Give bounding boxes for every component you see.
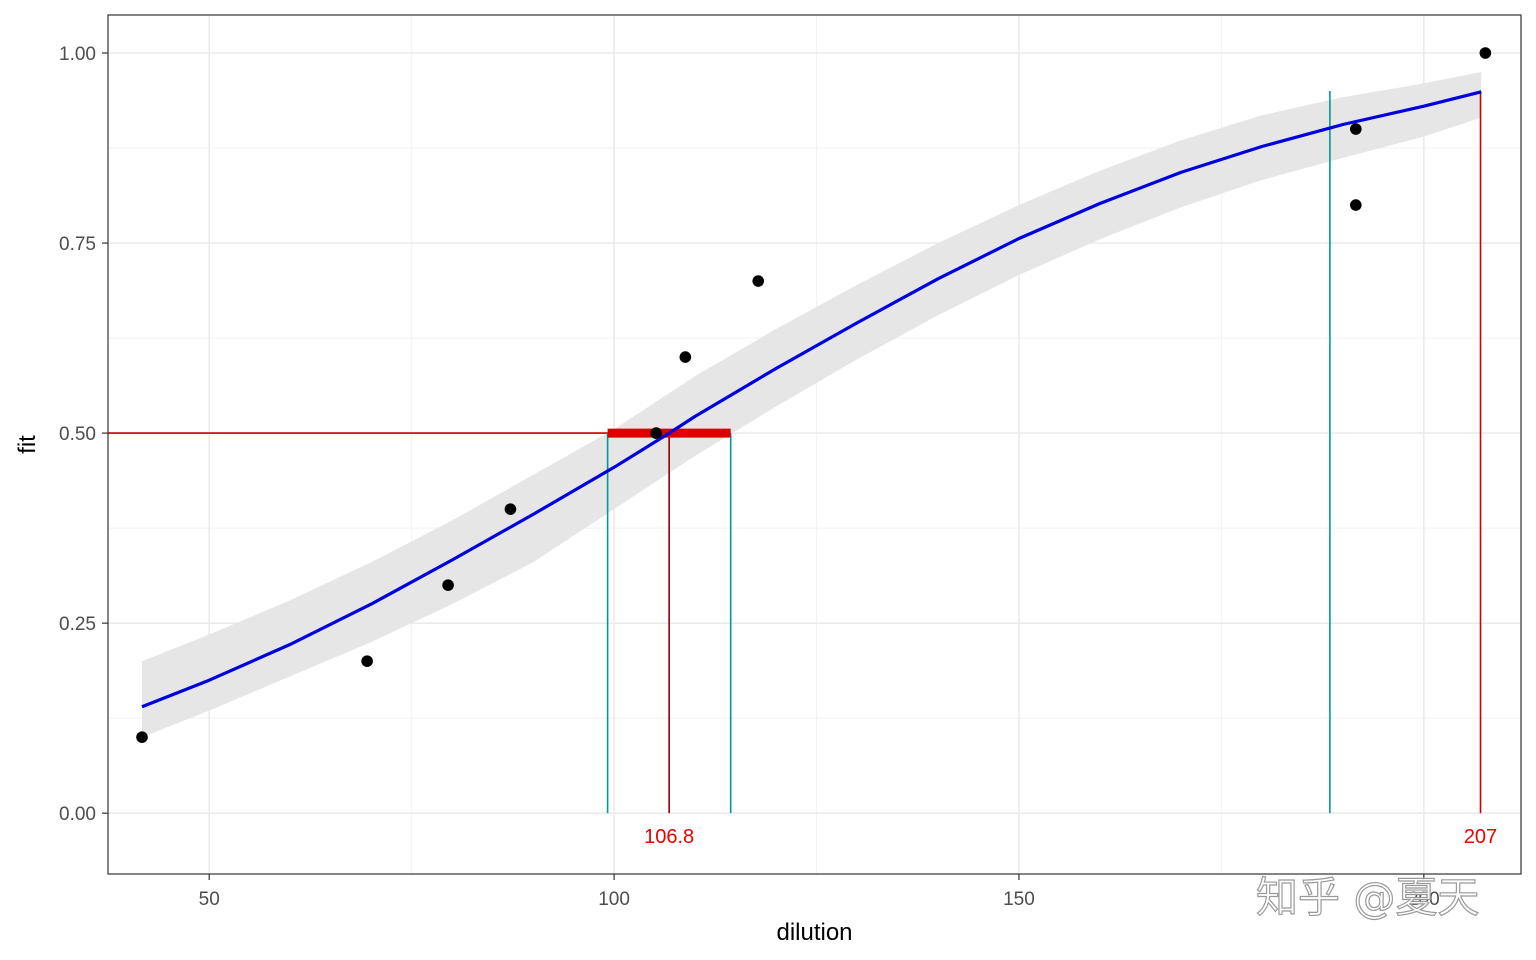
panel-border: [107, 14, 1522, 875]
reference-lines: [108, 91, 1482, 814]
confidence-band: [142, 72, 1482, 738]
y-axis-title: fit: [14, 435, 41, 454]
x-tick-label: 50: [199, 889, 220, 910]
y-tick-label: 0.00: [59, 804, 96, 825]
data-points: [136, 47, 1492, 743]
data-point: [442, 579, 454, 591]
fit-curve: [141, 90, 1482, 709]
data-point: [1350, 199, 1362, 211]
data-point: [752, 275, 765, 287]
annotations: 106.8 207: [644, 826, 1497, 848]
data-point: [1479, 47, 1492, 59]
watermark: 知乎 @夏天: [1256, 873, 1479, 922]
confidence-band-area: [142, 72, 1482, 738]
annotation-label: 106.8: [644, 826, 694, 848]
x-axis-title: dilution: [776, 919, 852, 946]
x-tick-label: 150: [1003, 889, 1035, 910]
data-point: [504, 503, 517, 515]
y-tick-label: 0.25: [59, 614, 96, 635]
data-point: [650, 427, 662, 439]
x-tick-label: 100: [598, 889, 630, 910]
x-tick-label: 200: [1408, 889, 1440, 910]
data-point: [136, 731, 148, 743]
axes: 50 100 150 200 0.00 0.25 0.50 0.75 1.00: [59, 44, 1440, 910]
y-tick-label: 0.50: [59, 424, 96, 445]
data-point: [1350, 123, 1362, 135]
data-point: [679, 351, 692, 363]
fit-curve-line: [141, 90, 1482, 709]
y-tick-label: 0.75: [59, 234, 96, 255]
annotation-label: 207: [1464, 826, 1497, 848]
y-tick-label: 1.00: [59, 44, 96, 65]
data-point: [361, 655, 373, 667]
